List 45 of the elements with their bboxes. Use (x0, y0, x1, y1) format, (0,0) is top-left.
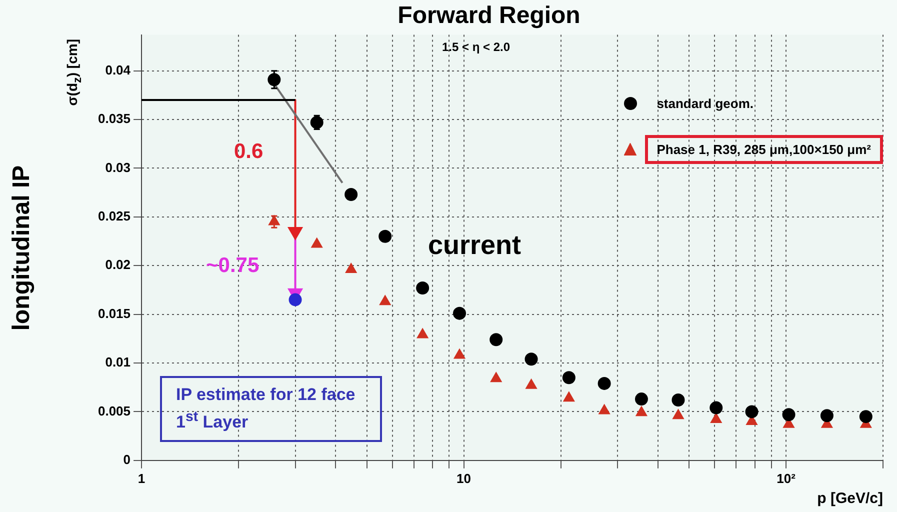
point (598, 376, 611, 390)
point (562, 371, 576, 384)
point (416, 328, 428, 338)
y-tick-label: 0.015 (98, 306, 131, 321)
point (490, 333, 503, 346)
point (710, 412, 722, 423)
point (526, 378, 537, 389)
x-tick-label: 1 (138, 470, 146, 486)
point (416, 282, 430, 295)
point (563, 392, 575, 402)
point (378, 230, 392, 243)
text: longitudinal IP (8, 164, 36, 330)
annotation: current (428, 230, 522, 261)
y-tick-label: 0 (123, 452, 131, 467)
y-tick-label: 0.005 (98, 403, 131, 418)
y-tick-label: 0.04 (105, 62, 132, 78)
x-axis-title: p [GeV/c] (817, 490, 883, 508)
point (745, 405, 758, 418)
y-tick-label: 0.02 (105, 257, 131, 272)
annotation: 0.6 (234, 140, 264, 164)
y-tick-label: 0.01 (105, 354, 131, 370)
annotation: 1.5 < η < 2.0 (442, 40, 510, 54)
point (710, 401, 723, 414)
point (634, 392, 648, 406)
point (454, 348, 466, 359)
point (672, 394, 685, 407)
point (490, 372, 502, 382)
legend-label: Phase 1, R39, 285 μm,100×150 μm² (656, 142, 871, 156)
point (453, 306, 466, 320)
point (379, 295, 391, 306)
point (636, 406, 648, 416)
legend-label: standard geom. (656, 96, 754, 110)
x-tick-label: 10² (776, 470, 796, 486)
x-tick-label: 10 (456, 470, 471, 486)
y-tick-label: 0.035 (98, 111, 131, 126)
annotation: IP estimate for 12 face 1$^{st}$ Layer (160, 376, 382, 442)
annotation: ~0.75 (206, 254, 260, 278)
chart-title: Forward Region (398, 2, 580, 30)
point (598, 404, 610, 414)
point (672, 409, 684, 420)
y-tick-label: 0.03 (105, 160, 131, 175)
point (820, 409, 834, 422)
point (782, 408, 796, 422)
point (524, 352, 538, 366)
y-tick-label: 0.025 (98, 208, 131, 224)
